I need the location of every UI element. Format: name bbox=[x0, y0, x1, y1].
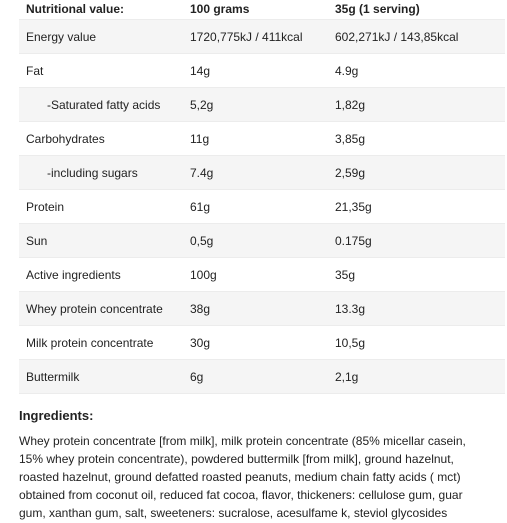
table-row: Carbohydrates 11g 3,85g bbox=[19, 122, 505, 156]
table-cell: Energy value bbox=[19, 19, 190, 54]
table-cell: 1720,775kJ / 411kcal bbox=[190, 19, 335, 54]
table-cell: 100g bbox=[190, 267, 217, 282]
table-cell: 14g bbox=[190, 63, 211, 78]
table-cell: 38g bbox=[190, 291, 335, 326]
table-row: Energy value 1720,775kJ / 411kcal 602,271k… bbox=[19, 19, 505, 54]
table-cell: 7.4g bbox=[190, 155, 335, 190]
table-cell: Nutritional value: bbox=[26, 2, 125, 16]
table-cell: 21,35g bbox=[335, 199, 372, 214]
table-cell: -Saturated fatty acids bbox=[19, 87, 190, 122]
table-row: -including sugars 7.4g 2,59g bbox=[19, 155, 505, 190]
table-cell: 35g bbox=[335, 267, 356, 282]
table-cell: 3,85g bbox=[335, 131, 366, 146]
table-cell: 35g (1 serving) bbox=[335, 2, 420, 16]
table-cell: Protein bbox=[26, 199, 65, 214]
table-cell: 0,5g bbox=[190, 223, 335, 258]
table-row: Buttermilk 6g 2,1g bbox=[19, 359, 505, 394]
table-row: Protein 61g 21,35g bbox=[19, 190, 505, 224]
table-cell: Milk protein concentrate bbox=[26, 335, 154, 350]
table-cell: 1,82g bbox=[335, 87, 505, 122]
table-cell: Fat bbox=[26, 63, 44, 78]
table-cell: 30g bbox=[190, 335, 211, 350]
table-row: Sun 0,5g 0.175g bbox=[19, 223, 505, 258]
table-cell: Active ingredients bbox=[26, 267, 121, 282]
table-cell: 6g bbox=[190, 359, 335, 394]
table-row: Active ingredients 100g 35g bbox=[19, 258, 505, 292]
table-cell: Buttermilk bbox=[19, 359, 190, 394]
nutrition-table: Nutritional value: 100 grams 35g (1 servin… bbox=[19, 0, 505, 394]
ingredients-title: Ingredients: bbox=[19, 408, 94, 423]
table-row: Fat 14g 4.9g bbox=[19, 54, 505, 88]
table-row: Milk protein concentrate 30g 10,5g bbox=[19, 326, 505, 360]
table-cell: 100 grams bbox=[190, 2, 250, 16]
table-cell: 5,2g bbox=[190, 87, 335, 122]
table-cell: 11g bbox=[190, 131, 210, 146]
table-cell: Sun bbox=[19, 223, 190, 258]
table-cell: 2,59g bbox=[335, 155, 505, 190]
table-cell: 2,1g bbox=[335, 359, 505, 394]
table-cell: Carbohydrates bbox=[26, 131, 105, 146]
table-cell: 602,271kJ / 143,85kcal bbox=[335, 19, 505, 54]
table-cell: 4.9g bbox=[335, 63, 359, 78]
table-row: Whey protein concentrate 38g 13.3g bbox=[19, 291, 505, 326]
table-cell: Whey protein concentrate bbox=[19, 291, 190, 326]
table-cell: 0.175g bbox=[335, 223, 505, 258]
table-row: -Saturated fatty acids 5,2g 1,82g bbox=[19, 87, 505, 122]
table-cell: 61g bbox=[190, 199, 211, 214]
ingredients-text: Whey protein concentrate [from milk], mi… bbox=[19, 434, 466, 520]
table-cell: 13.3g bbox=[335, 291, 505, 326]
table-cell: 10,5g bbox=[335, 335, 366, 350]
table-row: Nutritional value: 100 grams 35g (1 servin… bbox=[19, 0, 505, 20]
table-cell: -including sugars bbox=[19, 155, 190, 190]
